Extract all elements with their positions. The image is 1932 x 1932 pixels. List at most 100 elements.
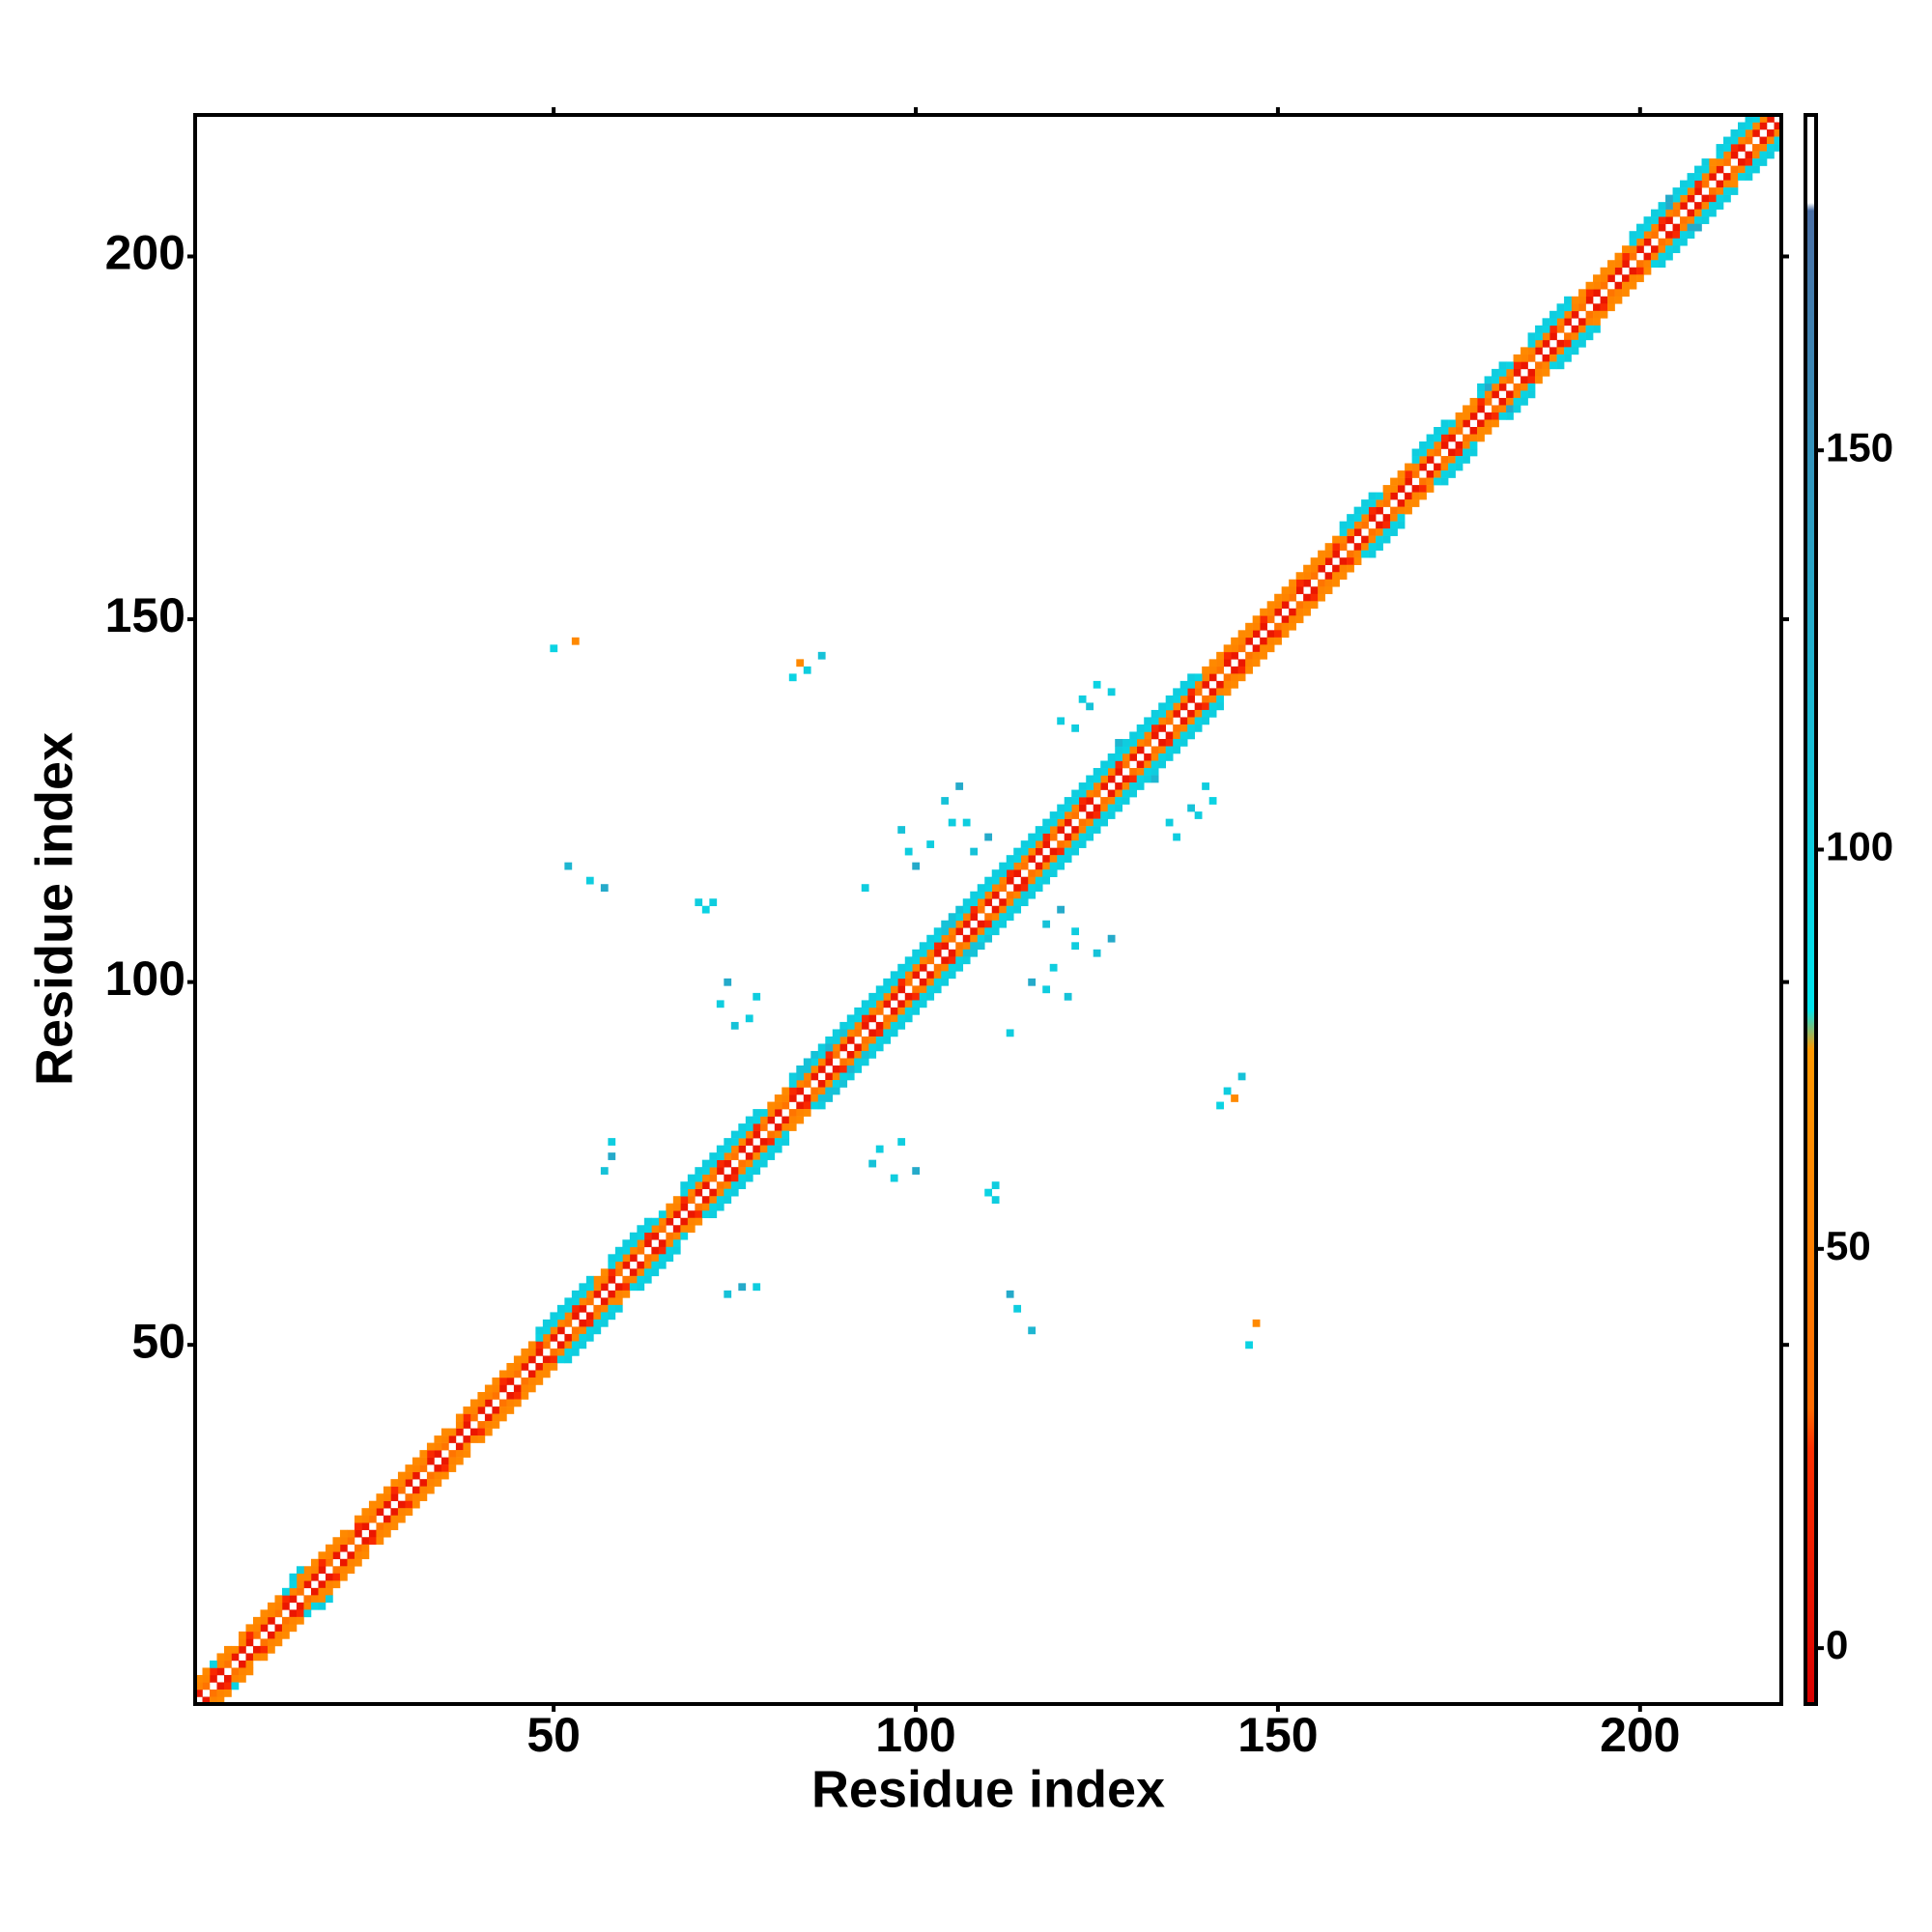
heatmap-cell [1013, 862, 1022, 870]
heatmap-cell [1723, 180, 1731, 188]
heatmap-cell [658, 1225, 667, 1234]
heatmap-cell [1585, 289, 1594, 298]
heatmap-cell [1129, 782, 1138, 790]
heatmap-cell [535, 1333, 544, 1342]
heatmap-cell [1216, 702, 1224, 711]
heatmap-cell [1158, 709, 1166, 718]
heatmap-cell [1455, 412, 1463, 420]
heatmap-cell [1542, 318, 1550, 327]
heatmap-cell [1694, 216, 1702, 224]
heatmap-cell [1600, 274, 1608, 283]
heatmap-cell [368, 1537, 377, 1546]
heatmap-cell [1665, 231, 1673, 239]
heatmap-cell [1571, 347, 1579, 355]
heatmap-cell [1643, 252, 1652, 261]
heatmap-cell [1028, 891, 1037, 899]
heatmap-cell [585, 876, 594, 885]
heatmap-cell [1289, 622, 1296, 631]
heatmap-cell [1542, 325, 1550, 333]
heatmap-cell [542, 1326, 551, 1335]
heatmap-cell [883, 1014, 892, 1023]
heatmap-cell [1455, 448, 1463, 457]
heatmap-cell [354, 1515, 362, 1523]
heatmap-cell [1006, 862, 1014, 870]
heatmap-cell [195, 1682, 203, 1690]
heatmap-cell [332, 1544, 341, 1552]
heatmap-cell [202, 1674, 211, 1683]
heatmap-cell [846, 1029, 855, 1037]
heatmap-cell [593, 1319, 602, 1327]
heatmap-cell [614, 1261, 623, 1269]
heatmap-cell [1477, 426, 1485, 435]
heatmap-cell [296, 1587, 304, 1596]
heatmap-cell [1469, 412, 1478, 420]
heatmap-cell [991, 927, 1000, 936]
heatmap-cell [962, 920, 971, 928]
heatmap-cell [390, 1515, 399, 1523]
heatmap-cell [455, 1442, 464, 1451]
heatmap-cell [738, 1167, 747, 1175]
heatmap-cell [527, 1370, 536, 1378]
heatmap-cell [1513, 383, 1521, 391]
heatmap-cell [1035, 876, 1043, 885]
heatmap-cell [448, 1428, 457, 1436]
heatmap-cell [926, 971, 935, 980]
heatmap-cell [527, 1341, 536, 1350]
heatmap-cell [1498, 397, 1507, 406]
heatmap-cell [1506, 397, 1514, 406]
heatmap-cell [1672, 209, 1681, 217]
heatmap-cell [1107, 775, 1116, 783]
heatmap-cell [1339, 528, 1348, 536]
heatmap-cell [1752, 151, 1760, 159]
heatmap-cell [991, 869, 1000, 877]
heatmap-cell [289, 1580, 298, 1589]
heatmap-cell [1382, 485, 1391, 493]
heatmap-cell [1709, 165, 1717, 174]
heatmap-cell [1266, 615, 1275, 624]
heatmap-cell [1614, 281, 1623, 290]
heatmap-cell [1520, 397, 1528, 406]
heatmap-cell [1767, 136, 1775, 145]
heatmap-cell [970, 949, 979, 957]
heatmap-cell [1144, 731, 1151, 740]
heatmap-cell [1129, 738, 1138, 747]
heatmap-cell [1064, 992, 1072, 1001]
heatmap-cell [600, 1275, 609, 1284]
heatmap-cell [1723, 136, 1731, 145]
heatmap-cell [1129, 775, 1138, 783]
heatmap-cell [1614, 267, 1623, 275]
heatmap-cell [1107, 688, 1116, 696]
heatmap-cell [1266, 601, 1275, 610]
heatmap-cell [883, 992, 892, 1001]
heatmap-cell [745, 1167, 753, 1175]
heatmap-cell [238, 1638, 246, 1647]
heatmap-cell [854, 1014, 863, 1023]
heatmap-cell [651, 1225, 660, 1234]
heatmap-cell [579, 1341, 587, 1350]
heatmap-cell [1376, 521, 1383, 529]
heatmap-cell [832, 1087, 840, 1095]
heatmap-cell [1035, 862, 1043, 870]
heatmap-cell [817, 1087, 826, 1095]
heatmap-cell [1202, 709, 1209, 718]
heatmap-cell [303, 1566, 312, 1575]
heatmap-cell [1745, 151, 1753, 159]
heatmap-cell [1629, 245, 1637, 254]
heatmap-cell [810, 1072, 819, 1081]
heatmap-cell [354, 1551, 362, 1560]
heatmap-cell [919, 992, 927, 1001]
heatmap-cell [1767, 129, 1775, 137]
heatmap-cell [1484, 412, 1492, 420]
heatmap-cell [1216, 1101, 1224, 1110]
heatmap-cell [1672, 238, 1681, 246]
heatmap-cell [1672, 223, 1681, 232]
heatmap-cell [1028, 876, 1037, 885]
heatmap-cell [745, 1159, 753, 1168]
heatmap-cell [593, 1326, 602, 1335]
heatmap-cell [637, 1239, 645, 1248]
heatmap-cell [716, 1145, 724, 1153]
y-axis-label: Residue index [25, 732, 83, 1086]
heatmap-cell [1136, 731, 1145, 740]
heatmap-cell [1144, 724, 1151, 732]
heatmap-cell [310, 1558, 319, 1567]
